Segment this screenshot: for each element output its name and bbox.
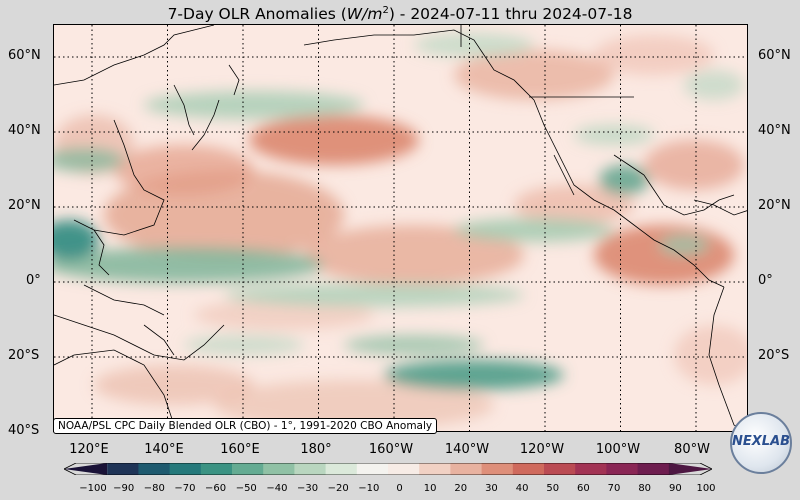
lon-label-140w: 140°W	[444, 442, 490, 457]
colorbar-tick-label: −20	[327, 483, 349, 494]
colorbar-tick-label: −100	[79, 483, 107, 494]
colorbar-segment	[450, 463, 483, 475]
colorbar-tick-label: 80	[638, 483, 652, 494]
colorbar-tick-label: −50	[235, 483, 257, 494]
logo-label: NEXLAB	[732, 434, 791, 449]
lat-label-left-20n: 20°N	[8, 198, 41, 213]
lat-label-right-0: 0°	[758, 273, 773, 288]
colorbar	[64, 463, 712, 475]
colorbar-tick-label: 40	[515, 483, 529, 494]
colorbar-segment	[544, 463, 576, 475]
colorbar-segment	[294, 463, 327, 475]
olr-anomaly-map	[53, 24, 748, 432]
anomaly-shading	[54, 33, 747, 430]
lon-label-140e: 140°E	[144, 442, 184, 457]
colorbar-segment	[575, 463, 607, 475]
nexlab-logo: NEXLAB	[730, 412, 792, 474]
lat-label-right-40n: 40°N	[758, 123, 791, 138]
colorbar-tick-label: 60	[577, 483, 590, 494]
colorbar-tick-label: 10	[423, 483, 437, 494]
colorbar-segment	[64, 463, 108, 475]
lon-label-100w: 100°W	[595, 442, 641, 457]
colorbar-tick-label: 100	[696, 483, 716, 494]
lat-label-right-20s: 20°S	[758, 348, 790, 363]
lat-label-left-20s: 20°S	[8, 348, 40, 363]
lon-label-120e: 120°E	[69, 442, 109, 457]
colorbar-segment	[637, 463, 670, 475]
colorbar-segment	[606, 463, 639, 475]
coastlines	[54, 25, 747, 431]
colorbar-tick-label: 50	[546, 483, 560, 494]
colorbar-tick-label: 70	[607, 483, 621, 494]
lon-label-180: 180°	[300, 442, 332, 457]
colorbar-segment	[388, 463, 420, 475]
colorbar-segment	[169, 463, 202, 475]
colorbar-segment	[668, 463, 712, 475]
colorbar-segment	[263, 463, 295, 475]
lat-label-left-40s: 40°S	[8, 423, 40, 438]
colorbar-tick-label: −90	[113, 483, 135, 494]
colorbar-tick-label: −60	[205, 483, 227, 494]
lon-label-160e: 160°E	[220, 442, 260, 457]
colorbar-tick-label: 90	[668, 483, 682, 494]
colorbar-segment	[200, 463, 233, 475]
lat-label-left-40n: 40°N	[8, 123, 41, 138]
colorbar-segment	[107, 463, 139, 475]
colorbar-tick-label: −40	[266, 483, 288, 494]
colorbar-tick-label: −30	[296, 483, 319, 494]
colorbar-segment	[356, 463, 389, 475]
lat-label-right-60n: 60°N	[758, 48, 791, 63]
lat-label-right-20n: 20°N	[758, 198, 791, 213]
lon-label-120w: 120°W	[519, 442, 565, 457]
colorbar-tick-label: −70	[174, 483, 196, 494]
lat-label-left-60n: 60°N	[8, 48, 41, 63]
lon-label-80w: 80°W	[674, 442, 710, 457]
colorbar-tick-label: 0	[396, 483, 403, 494]
lon-label-160w: 160°W	[368, 442, 414, 457]
anomaly-field	[54, 25, 747, 431]
colorbar-segment	[138, 463, 171, 475]
lat-label-left-0: 0°	[26, 273, 41, 288]
colorbar-segment	[325, 463, 358, 475]
data-credit: NOAA/PSL CPC Daily Blended OLR (CBO) - 1…	[53, 418, 438, 434]
colorbar-segment	[481, 463, 514, 475]
colorbar-tick-label: −10	[358, 483, 380, 494]
gridlines	[54, 25, 747, 431]
colorbar-segment	[512, 463, 545, 475]
colorbar-segment	[232, 463, 264, 475]
map-title: 7-Day OLR Anomalies (W/m2) - 2024-07-11 …	[167, 5, 633, 24]
colorbar-tick-label: 30	[485, 483, 498, 494]
colorbar-segment	[419, 463, 451, 475]
colorbar-tick-label: −80	[143, 483, 165, 494]
colorbar-tick-label: 20	[454, 483, 468, 494]
